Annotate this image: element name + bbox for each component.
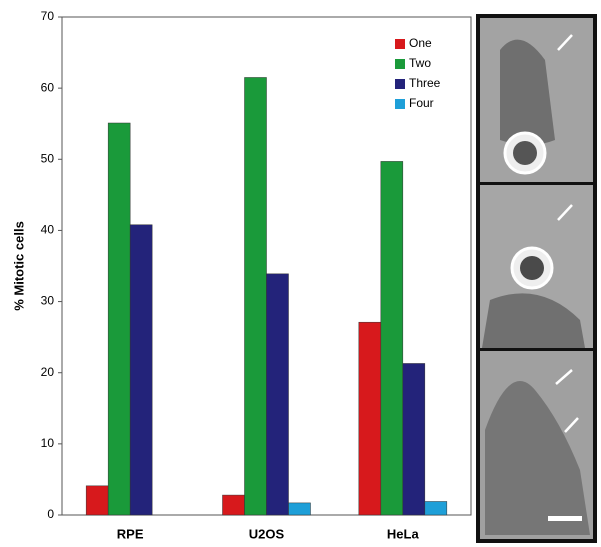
y-tick-label: 40: [41, 223, 55, 237]
legend-swatch: [395, 59, 405, 69]
bar: [288, 502, 311, 516]
y-tick-label: 50: [41, 151, 55, 165]
legend-label: Two: [409, 56, 431, 70]
scale-bar: [548, 516, 582, 521]
legend-swatch: [395, 79, 405, 89]
legend-swatch: [395, 39, 405, 49]
y-tick-label: 0: [47, 507, 54, 521]
bar: [129, 224, 153, 516]
y-tick-label: 10: [41, 436, 55, 450]
cell: [520, 256, 544, 280]
micrographs: [476, 14, 597, 543]
arrows: [555, 34, 579, 433]
cell: [482, 293, 585, 348]
bar: [380, 161, 404, 516]
y-axis-label: % Mitotic cells: [11, 221, 26, 311]
cell: [500, 39, 555, 145]
cell: [485, 381, 590, 535]
x-tick-label: RPE: [117, 526, 144, 541]
bar: [358, 321, 382, 516]
bar: [244, 77, 267, 516]
bar: [424, 501, 448, 516]
bar: [402, 363, 426, 516]
legend-label: Four: [409, 96, 434, 110]
x-tick-label: U2OS: [249, 526, 285, 541]
bar: [107, 122, 131, 516]
bar: [266, 273, 289, 516]
legend-swatch: [395, 99, 405, 109]
bar: [222, 494, 245, 516]
y-tick-label: 20: [41, 365, 55, 379]
cell: [513, 141, 537, 165]
bar: [85, 485, 109, 516]
legend-label: Three: [409, 76, 441, 90]
y-tick-label: 70: [41, 9, 55, 23]
x-tick-label: HeLa: [387, 526, 420, 541]
legend-label: One: [409, 36, 432, 50]
y-tick-label: 30: [41, 294, 55, 308]
y-tick-label: 60: [41, 80, 55, 94]
